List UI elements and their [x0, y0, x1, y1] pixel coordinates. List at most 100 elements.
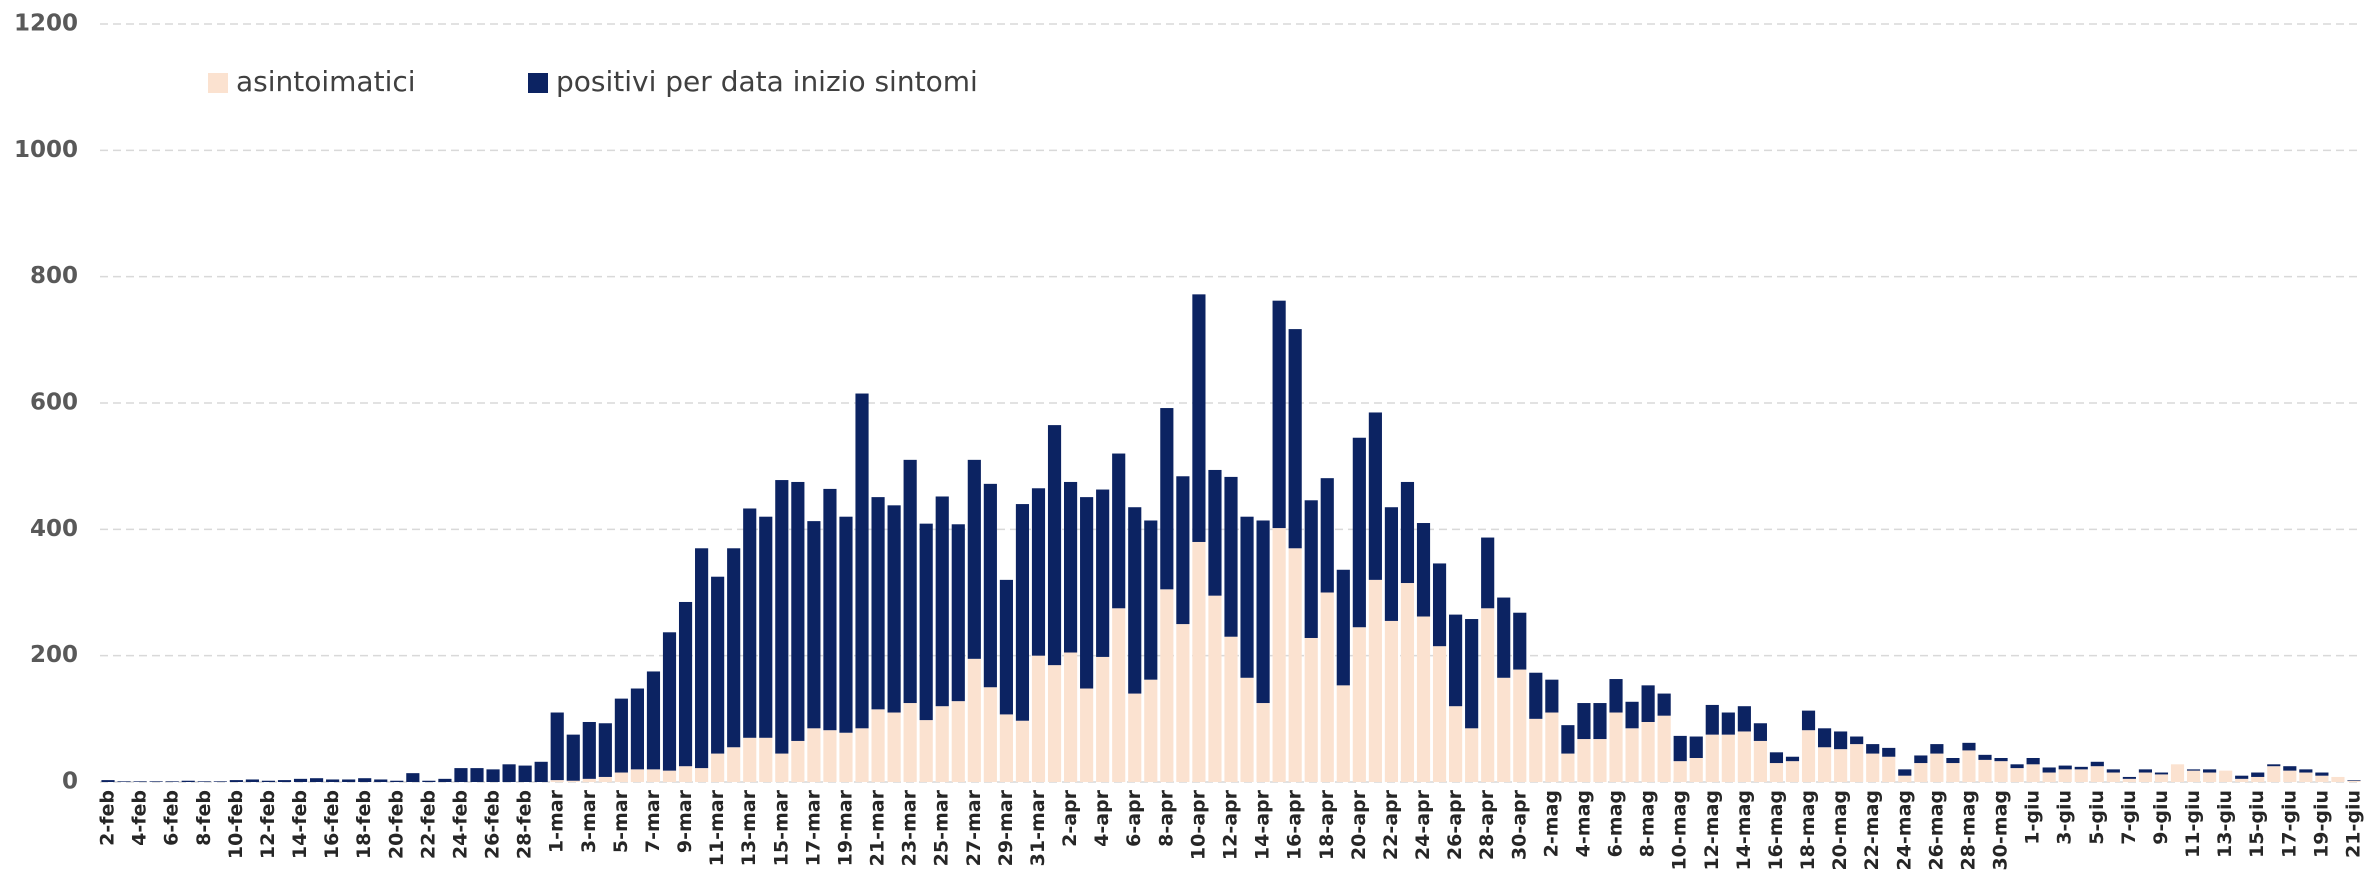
bar [1240, 516, 1254, 678]
x-tick-label: 13-mar [738, 789, 760, 866]
bar [1352, 627, 1366, 782]
bar [791, 481, 805, 741]
bar [2251, 772, 2265, 777]
bar [695, 548, 709, 769]
x-tick-label: 24-apr [1412, 789, 1434, 860]
bar [2026, 764, 2040, 782]
bar [1962, 750, 1976, 782]
bar [1834, 731, 1848, 750]
x-tick-label: 24-mag [1893, 790, 1915, 871]
bar [887, 712, 901, 782]
x-tick-label: 8-feb [193, 790, 215, 846]
bar [1689, 757, 1703, 782]
bar [1737, 706, 1751, 732]
x-tick-label: 2-apr [1059, 789, 1081, 847]
bar [1946, 757, 1960, 764]
x-tick-label: 5-giu [2086, 790, 2108, 845]
bar [2074, 769, 2088, 782]
bar [1625, 728, 1639, 782]
bar [2138, 769, 2153, 773]
bar [2170, 764, 2185, 782]
bar [1882, 747, 1896, 757]
bar [711, 753, 725, 782]
bar [1256, 520, 1270, 704]
x-tick-label: 16-apr [1284, 789, 1306, 860]
bar [181, 780, 195, 782]
bar [1160, 408, 1174, 590]
bar [1801, 730, 1816, 782]
bar [2026, 757, 2040, 765]
bar [1481, 537, 1495, 609]
bar [2106, 769, 2120, 773]
bar [2315, 775, 2329, 782]
bar [759, 737, 773, 782]
bar [1256, 703, 1270, 782]
bar [2235, 778, 2249, 782]
bar [1978, 754, 1992, 760]
x-tick-label: 2-feb [97, 790, 119, 846]
x-tick-label: 6-apr [1123, 789, 1145, 847]
x-tick-label: 23-mar [899, 789, 921, 866]
bar [1625, 701, 1639, 729]
bar [1641, 721, 1655, 782]
bar [646, 769, 661, 782]
bar [309, 778, 324, 782]
x-tick-label: 9-giu [2150, 790, 2172, 845]
x-tick-label: 15-giu [2246, 790, 2268, 858]
bar [1497, 677, 1511, 782]
x-tick-label: 8-apr [1155, 789, 1177, 847]
bar [871, 709, 885, 782]
y-tick-label: 200 [30, 642, 78, 668]
bar [1785, 756, 1800, 762]
bar [1737, 731, 1751, 782]
x-tick-label: 11-giu [2182, 790, 2204, 858]
bar [1224, 636, 1238, 782]
bar [1914, 755, 1928, 764]
bar [2090, 766, 2104, 782]
bar [293, 778, 308, 782]
bar [2074, 766, 2088, 770]
bar [534, 761, 548, 782]
bar [1144, 679, 1158, 782]
bar [983, 687, 997, 782]
bar [1705, 704, 1719, 735]
bar [1769, 752, 1784, 764]
bar [646, 671, 661, 770]
y-tick-label: 0 [62, 769, 78, 795]
bar [1272, 300, 1286, 529]
bar [1946, 763, 1960, 782]
bar [133, 781, 147, 782]
bar [727, 747, 741, 782]
bar [1096, 656, 1110, 782]
x-tick-label: 6-mag [1605, 790, 1627, 857]
bar [1400, 583, 1415, 782]
bar [1914, 763, 1928, 782]
bar [2251, 776, 2265, 782]
bar [566, 780, 580, 782]
x-tick-label: 24-feb [449, 790, 471, 859]
bar [935, 706, 949, 782]
bar [213, 781, 227, 782]
x-tick-label: 16-mag [1765, 790, 1787, 871]
bar [1112, 608, 1126, 782]
bar [406, 773, 420, 782]
bar [999, 579, 1013, 715]
bar [1128, 693, 1142, 782]
bar [678, 766, 693, 782]
legend-swatch [208, 73, 228, 93]
bar [630, 769, 645, 782]
bar [1047, 665, 1062, 782]
bar [2315, 772, 2329, 776]
bar [1481, 608, 1495, 782]
x-tick-label: 1-mar [546, 789, 568, 853]
bar [1384, 507, 1399, 621]
bar [2219, 770, 2233, 782]
x-tick-label: 17-mar [802, 789, 824, 866]
bar [1753, 740, 1767, 782]
bar [277, 780, 292, 782]
bar [711, 576, 725, 754]
bar [1513, 669, 1527, 782]
bar [422, 780, 436, 782]
bar [1641, 685, 1655, 722]
